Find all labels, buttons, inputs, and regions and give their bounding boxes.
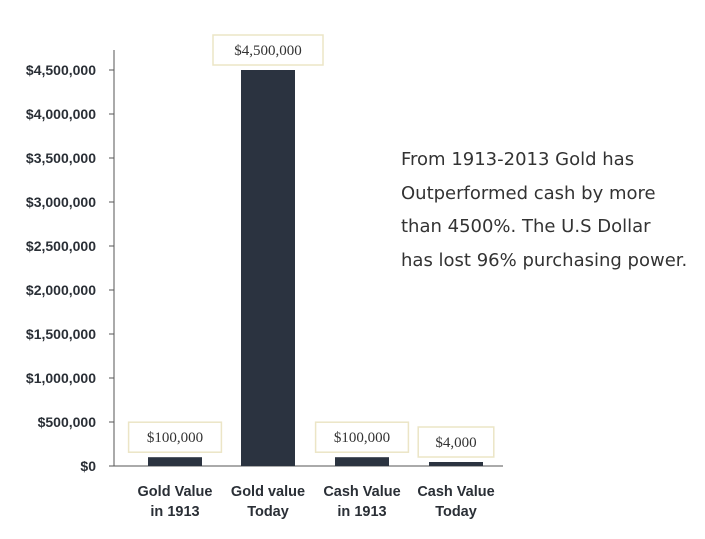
category-label: Gold value	[231, 484, 305, 500]
bar	[335, 457, 389, 466]
value-label-text: $100,000	[334, 430, 390, 446]
value-label: $100,000	[314, 421, 410, 453]
y-tick-label: $1,000,000	[26, 370, 96, 386]
y-tick-label: $2,000,000	[26, 282, 96, 298]
category-labels: Gold Value in 1913 Gold value Today Cash Val…	[138, 484, 495, 520]
value-label-text: $100,000	[147, 430, 203, 446]
y-tick-label: $4,000,000	[26, 106, 96, 122]
category-label: Today	[247, 504, 289, 520]
annotation-line: Outperformed cash by more	[401, 182, 656, 204]
annotation-line: From 1913-2013 Gold has	[401, 149, 635, 170]
y-tick-label: $3,500,000	[26, 150, 96, 166]
y-tick-label: $1,500,000	[26, 326, 96, 342]
value-label-text: $4,500,000	[234, 43, 302, 59]
value-label-box	[417, 426, 495, 458]
y-tick-label: $4,500,000	[26, 62, 96, 78]
y-axis-ticks: $0 $500,000 $1,000,000 $1,500,000 $2,000,000…	[26, 62, 114, 474]
value-label-box	[127, 421, 223, 453]
y-tick-label: $3,000,000	[26, 194, 96, 210]
category-label: Cash Value	[323, 484, 400, 500]
annotation-line: has lost 96% purchasing power.	[401, 249, 688, 271]
annotation-line: than 4500%. The U.S Dollar	[401, 216, 651, 237]
bars	[148, 70, 483, 466]
value-label-text: $4,000	[435, 435, 476, 451]
bar	[429, 462, 483, 466]
category-label: Today	[435, 504, 477, 520]
value-label: $100,000	[127, 421, 223, 453]
category-label: in 1913	[150, 504, 199, 520]
category-label: Cash Value	[417, 484, 494, 500]
y-tick-label: $2,500,000	[26, 238, 96, 254]
chart-annotation: From 1913-2013 Gold has Outperformed cas…	[401, 143, 701, 277]
y-tick-label: $0	[80, 458, 96, 474]
y-tick-label: $500,000	[38, 414, 97, 430]
value-label-box	[314, 421, 410, 453]
category-label: Gold Value	[138, 484, 213, 500]
bar	[148, 457, 202, 466]
category-label: in 1913	[337, 504, 386, 520]
value-label: $4,500,000	[212, 34, 324, 66]
value-labels: $100,000 $4,500,000 $100,000 $4,000	[127, 34, 495, 458]
value-label-box	[212, 34, 324, 66]
value-label: $4,000	[417, 426, 495, 458]
bar	[241, 70, 295, 466]
